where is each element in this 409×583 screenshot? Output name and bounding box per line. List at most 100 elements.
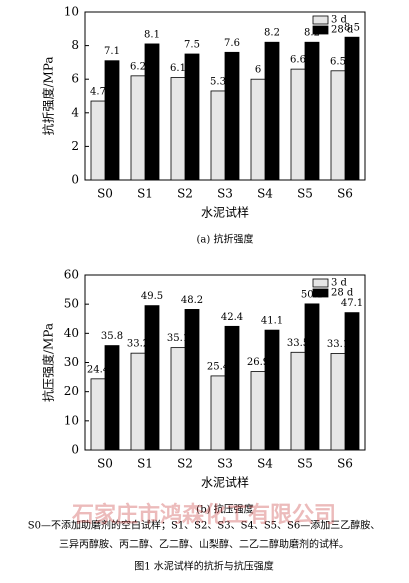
data-label: 42.4 [221, 312, 243, 323]
bar [170, 347, 186, 451]
data-label: 7.1 [104, 46, 120, 57]
bar [130, 75, 146, 181]
bar [290, 68, 306, 181]
bar [170, 77, 186, 181]
y-tick-label: 6 [71, 72, 79, 86]
data-label: 6.6 [290, 55, 306, 66]
data-label: 24.4 [87, 364, 109, 375]
data-label: 8.2 [264, 28, 280, 39]
bar [210, 90, 226, 181]
figure-caption: 图1 水泥试样的抗折与抗压强度 [134, 560, 274, 573]
data-label: 25.4 [207, 361, 229, 372]
bar [290, 351, 306, 451]
y-tick-label: 60 [64, 268, 79, 282]
data-label: 48.2 [181, 295, 203, 306]
data-label: 7.5 [184, 40, 200, 51]
bar [104, 345, 120, 451]
y-tick-label: 8 [71, 38, 79, 52]
bar [264, 329, 280, 451]
y-axis-label: 抗折强度/MPa [41, 56, 56, 135]
legend-swatch [312, 288, 329, 298]
bar [224, 325, 240, 451]
subtitle: (a) 抗折强度 [197, 233, 254, 246]
x-tick-label: S6 [337, 187, 353, 201]
x-tick-label: S4 [257, 187, 273, 201]
bar [104, 60, 120, 181]
y-tick-label: 20 [64, 384, 79, 398]
bar [130, 352, 146, 451]
y-tick-label: 30 [64, 355, 79, 369]
x-tick-label: S1 [137, 187, 153, 201]
data-label: 33.5 [287, 338, 309, 349]
x-tick-label: S2 [177, 187, 193, 201]
data-label: 26.9 [247, 357, 269, 368]
y-tick-label: 2 [71, 139, 79, 153]
x-tick-label: S5 [297, 187, 313, 201]
bar [264, 41, 280, 181]
y-tick-label: 4 [71, 105, 79, 119]
bar [344, 36, 360, 181]
subtitle: (b) 抗压强度 [196, 503, 253, 516]
y-tick-label: 10 [64, 5, 79, 19]
bar [144, 305, 160, 451]
bar [184, 53, 200, 181]
legend-swatch [312, 278, 329, 288]
x-tick-label: S5 [297, 457, 313, 471]
x-tick-label: S6 [337, 457, 353, 471]
data-label: 5.3 [210, 76, 226, 87]
data-label: 41.1 [261, 316, 283, 327]
bar [224, 51, 240, 181]
data-label: 6 [255, 65, 261, 76]
legend-label: 28 d [331, 288, 354, 299]
bar [250, 78, 266, 181]
bar [184, 309, 200, 451]
legend-swatch [312, 15, 329, 25]
data-label: 50.1 [301, 289, 323, 300]
y-tick-label: 50 [64, 297, 79, 311]
legend-label: 3 d [331, 278, 348, 289]
data-label: 8.2 [304, 28, 320, 39]
x-tick-label: S1 [137, 457, 153, 471]
x-tick-label: S0 [97, 187, 113, 201]
data-label: 8.1 [144, 29, 160, 40]
data-label: 33.1 [327, 339, 349, 350]
data-label: 6.2 [130, 61, 146, 72]
note-line: 三异丙醇胺、丙二醇、乙二醇、山梨醇、二乙二醇助磨剂的试样。 [59, 538, 349, 551]
bar [344, 312, 360, 451]
bar [210, 375, 226, 451]
x-tick-label: S0 [97, 457, 113, 471]
x-tick-label: S4 [257, 457, 273, 471]
x-tick-label: S3 [217, 187, 233, 201]
legend-label: 28 d [331, 25, 354, 36]
bar [250, 371, 266, 451]
data-label: 35.8 [101, 331, 123, 342]
watermark: 石家庄市鸿森化工有限公司 [71, 502, 336, 528]
data-label: 33.2 [127, 339, 149, 350]
data-label: 47.1 [341, 298, 363, 309]
data-label: 4.7 [90, 87, 106, 98]
bar [304, 303, 320, 451]
bar [330, 353, 346, 451]
legend-label: 3 d [331, 15, 348, 26]
bar [330, 70, 346, 181]
bar [90, 378, 106, 451]
data-label: 6.1 [170, 63, 186, 74]
legend-swatch [312, 25, 329, 35]
data-label: 6.5 [330, 56, 346, 67]
bar [144, 43, 160, 181]
y-tick-label: 0 [71, 173, 79, 187]
y-tick-label: 40 [64, 326, 79, 340]
y-axis-label: 抗压强度/MPa [41, 323, 56, 402]
note-line: S0—不添加助磨剂的空白试样；S1、S2、S3、S4、S5、S6—添加三乙醇胺、 [28, 519, 381, 532]
y-tick-label: 0 [71, 443, 79, 457]
data-label: 8.5 [344, 23, 360, 34]
data-label: 7.6 [224, 38, 240, 49]
data-label: 49.5 [141, 291, 163, 302]
x-tick-label: S3 [217, 457, 233, 471]
data-label: 35.1 [167, 333, 189, 344]
x-axis-label: 水泥试样 [201, 475, 249, 490]
bar [304, 41, 320, 181]
x-tick-label: S2 [177, 457, 193, 471]
x-axis-label: 水泥试样 [201, 205, 249, 220]
